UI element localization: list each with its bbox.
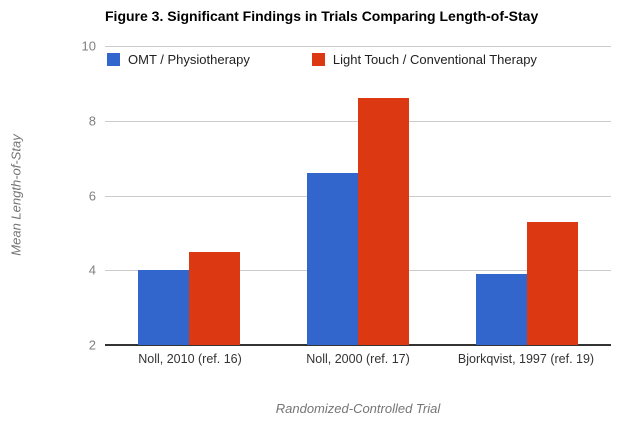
bar-series1-noll[interactable]	[138, 270, 190, 345]
legend-item-light-touch: Light Touch / Conventional Therapy	[311, 52, 537, 67]
x-axis-title: Randomized-Controlled Trial	[275, 401, 441, 416]
x-category-label-bjorkqvist-1997: Bjorkqvist, 1997 (ref. 19)	[457, 352, 595, 366]
y-tick-label-2: 2	[88, 337, 96, 353]
legend-label: Light Touch / Conventional Therapy	[332, 52, 537, 67]
bar-series2-noll[interactable]	[189, 251, 241, 345]
y-tick-label-6: 6	[88, 188, 96, 203]
plot-area	[105, 46, 611, 346]
gridline-y-10	[105, 46, 611, 47]
legend-label: OMT / Physiotherapy	[128, 52, 250, 67]
x-axis-line	[105, 344, 611, 346]
bar-series1-bjorkqvist[interactable]	[475, 274, 527, 345]
y-tick-label-4: 4	[88, 262, 96, 278]
y-tick-label-10: 10	[81, 38, 96, 54]
legend-item-omt: OMT / Physiotherapy	[107, 52, 250, 67]
bar-series1-noll[interactable]	[307, 173, 358, 345]
y-axis-title: Mean Length-of-Stay	[8, 134, 24, 256]
x-category-label-noll-2000: Noll, 2000 (ref. 17)	[306, 352, 410, 366]
x-category-label-noll-2010: Noll, 2010 (ref. 16)	[138, 352, 242, 366]
blue-square-swatch-icon	[107, 53, 120, 66]
y-tick-label-8: 8	[88, 113, 96, 129]
chart-title: Figure 3. Significant Findings in Trials…	[105, 8, 539, 24]
red-square-swatch-icon	[311, 53, 325, 66]
chart-legend: OMT / Physiotherapy Light Touch / Conven…	[107, 52, 537, 67]
bar-series2-noll[interactable]	[358, 98, 409, 345]
bar-series2-bjorkqvist[interactable]	[526, 221, 578, 345]
